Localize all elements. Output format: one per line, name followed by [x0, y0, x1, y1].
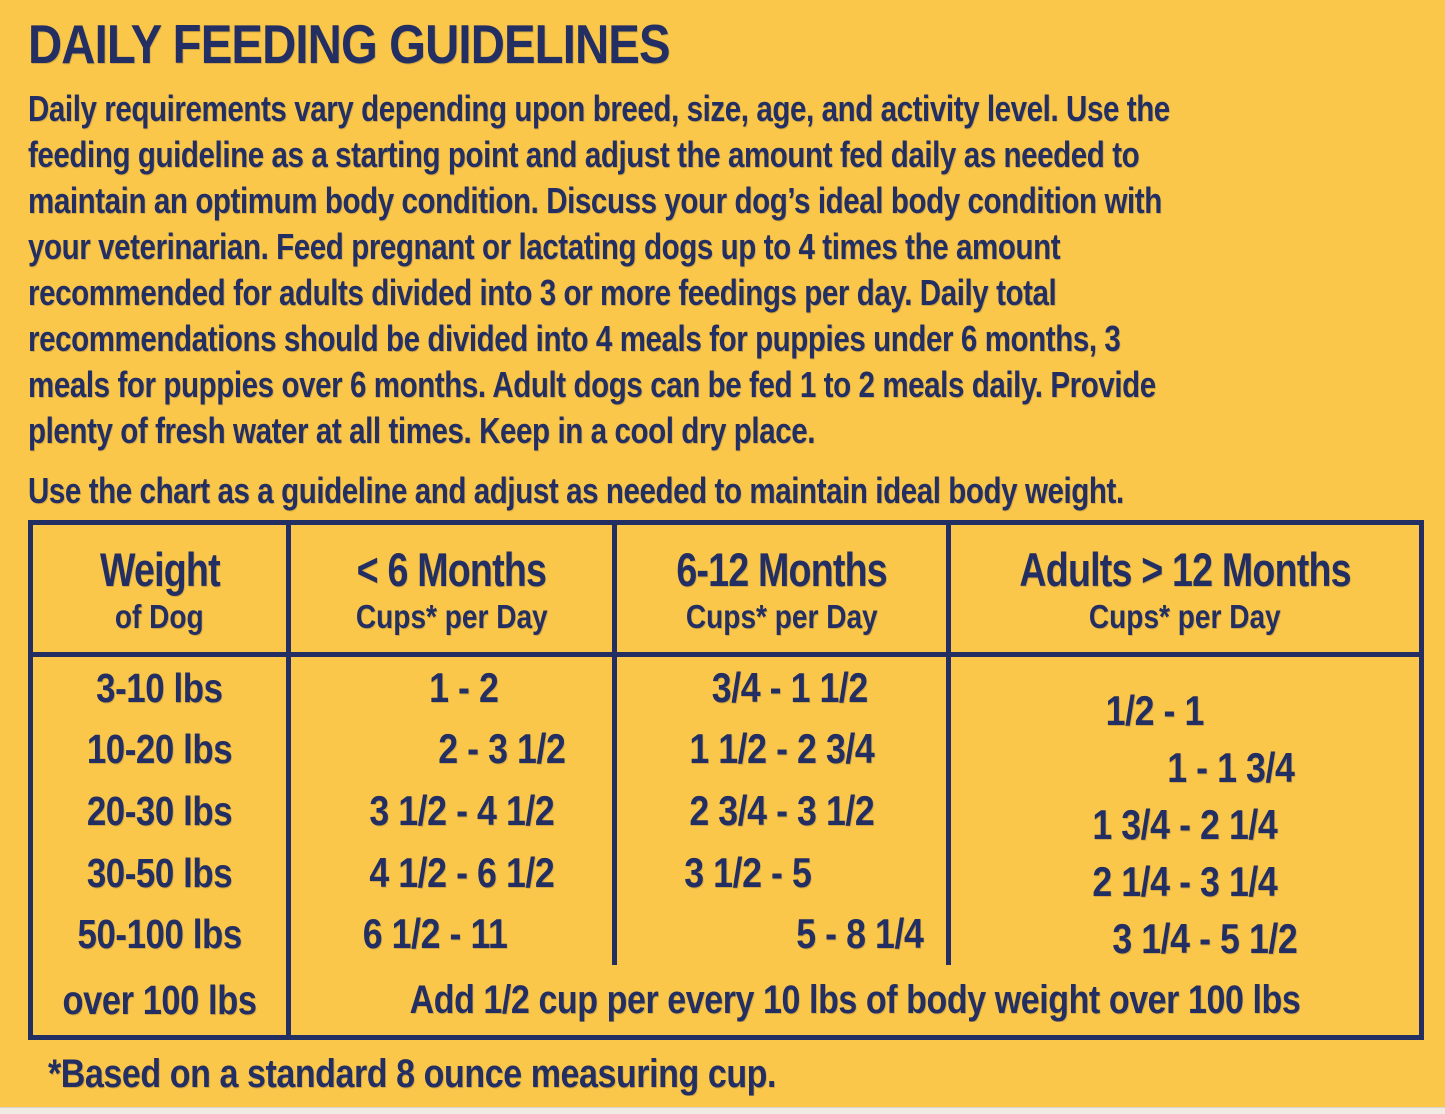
cups-cell: 2 - 3 1/2: [437, 725, 566, 773]
cups-cell: 5 - 8 1/4: [795, 910, 924, 958]
header-subtitle: Cups* per Day: [355, 597, 548, 635]
page-title: DAILY FEEDING GUIDELINES: [28, 13, 671, 75]
intro-paragraph: Daily requirements vary depending upon b…: [28, 86, 1419, 454]
cups-cell: 3/4 - 1 1/2: [711, 663, 868, 711]
cups-cell: 1/2 - 1: [1105, 687, 1205, 734]
intro-line: Daily requirements vary depending upon b…: [28, 88, 1170, 129]
intro-line: maintain an optimum body condition. Disc…: [28, 180, 1162, 221]
column-adults-over-12-months: 1/2 - 1 1 - 1 3/4 1 3/4 - 2 1/4 2 1/4 - …: [951, 657, 1419, 965]
cups-cell: 2 3/4 - 3 1/2: [688, 786, 875, 834]
bottom-edge-strip: [0, 1107, 1445, 1114]
header-cell-adults-over-12-months: Adults > 12 Months Cups* per Day: [951, 525, 1419, 657]
cups-cell: 3 1/2 - 5: [683, 848, 812, 896]
header-cell-6-12-months: 6-12 Months Cups* per Day: [617, 525, 951, 657]
header-subtitle: Cups* per Day: [685, 597, 878, 635]
cups-cell: 4 1/2 - 6 1/2: [368, 848, 555, 896]
cups-cell: 2 1/4 - 3 1/4: [1092, 858, 1278, 905]
weight-cell: 3-10 lbs: [96, 664, 223, 711]
cups-cell: 1 - 1 3/4: [1167, 744, 1295, 791]
header-title: 6-12 Months: [676, 542, 887, 596]
chart-usage-note: Use the chart as a guideline and adjust …: [28, 470, 1124, 511]
header-subtitle: Cups* per Day: [1089, 597, 1281, 635]
intro-line: feeding guideline as a starting point an…: [28, 134, 1140, 175]
cups-cell: 1 3/4 - 2 1/4: [1092, 801, 1278, 848]
cups-cell: 1 1/2 - 2 3/4: [688, 725, 875, 773]
weight-cell-over-100: over 100 lbs: [33, 965, 291, 1035]
column-6-12-months: 3/4 - 1 1/2 1 1/2 - 2 3/4 2 3/4 - 3 1/2 …: [617, 657, 951, 965]
intro-line: meals for puppies over 6 months. Adult d…: [28, 364, 1156, 405]
header-subtitle: of Dog: [115, 597, 204, 635]
over-100-note: Add 1/2 cup per every 10 lbs of body wei…: [409, 977, 1301, 1022]
header-title: Weight: [99, 542, 221, 596]
weight-cell: 10-20 lbs: [86, 726, 233, 773]
cups-cell: 3 1/2 - 4 1/2: [368, 786, 555, 834]
column-weight: 3-10 lbs 10-20 lbs 20-30 lbs 30-50 lbs 5…: [33, 657, 291, 965]
measuring-cup-footnote: *Based on a standard 8 ounce measuring c…: [48, 1052, 777, 1096]
intro-line: your veterinarian. Feed pregnant or lact…: [28, 226, 1061, 267]
cups-cell: 1 - 2: [428, 663, 499, 711]
intro-line: recommended for adults divided into 3 or…: [28, 272, 1057, 313]
intro-line: recommendations should be divided into 4…: [28, 318, 1121, 359]
feeding-guidelines-table: Weight of Dog < 6 Months Cups* per Day 6…: [28, 520, 1424, 1040]
header-title: < 6 Months: [356, 542, 547, 596]
header-cell-weight: Weight of Dog: [33, 525, 291, 657]
weight-cell: 30-50 lbs: [86, 849, 233, 896]
header-cell-under-6-months: < 6 Months Cups* per Day: [291, 525, 617, 657]
weight-cell: 50-100 lbs: [77, 911, 242, 958]
column-under-6-months: 1 - 2 2 - 3 1/2 3 1/2 - 4 1/2 4 1/2 - 6 …: [291, 657, 617, 965]
cups-cell: 6 1/2 - 11: [363, 910, 508, 958]
weight-cell: 20-30 lbs: [86, 787, 233, 834]
intro-line: plenty of fresh water at all times. Keep…: [28, 410, 816, 451]
header-title: Adults > 12 Months: [1019, 542, 1351, 596]
cups-cell: 3 1/4 - 5 1/2: [1112, 915, 1298, 962]
